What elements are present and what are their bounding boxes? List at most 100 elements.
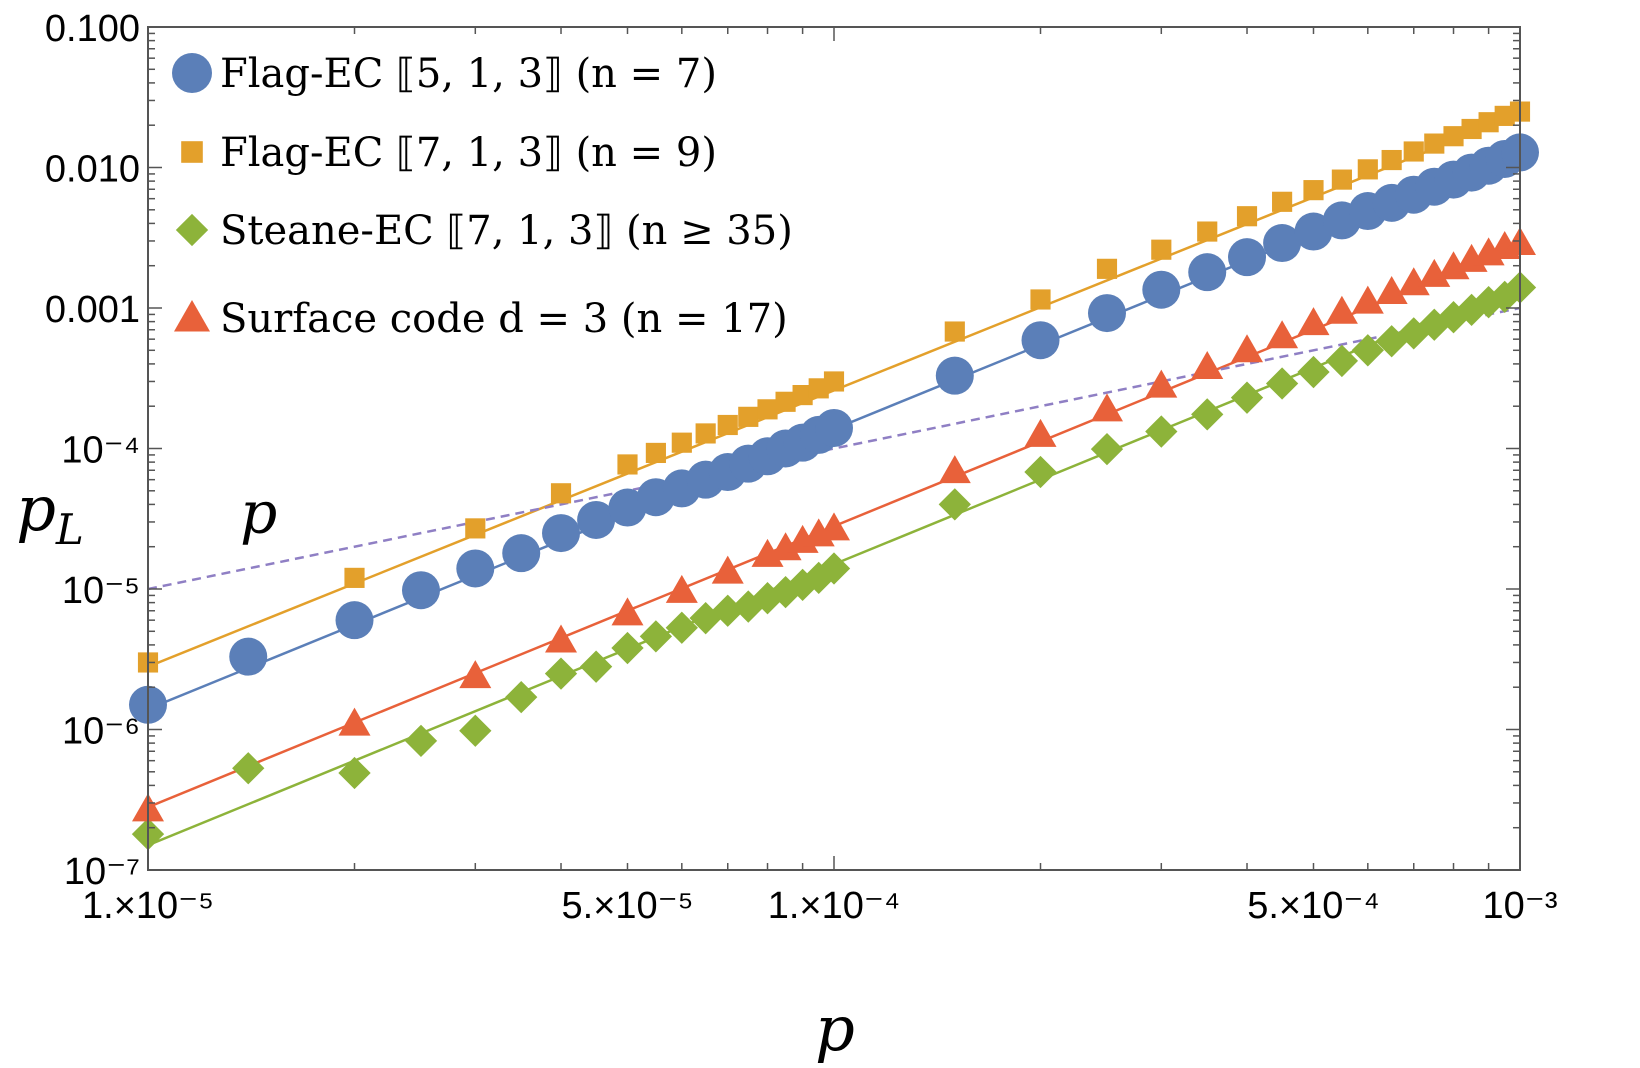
y-tick-label: 0.001 [45,289,140,331]
point-s3-30 [1375,325,1408,358]
point-s3-20 [938,488,971,521]
x-tick-label: 5.×10⁻⁴ [1247,885,1380,927]
point-s4-25 [1418,258,1451,287]
point-s2-3 [465,518,486,539]
point-s1-6 [502,534,541,573]
reference-line [148,306,1520,591]
point-s4-21 [1325,295,1358,324]
point-s3-8 [579,650,613,683]
point-s3-5 [459,714,492,747]
point-s3-7 [544,657,578,690]
point-s1-20 [935,356,974,395]
point-s3-4 [404,724,438,758]
point-s2-28 [1424,133,1445,154]
point-s2-27 [1403,141,1424,162]
point-s4-14 [1024,418,1057,447]
point-s3-19 [817,552,851,585]
legend-marker-3 [175,213,209,247]
annotation-p: p [240,479,277,547]
point-s3-29 [1351,334,1384,367]
point-s2-21 [1236,206,1258,227]
point-s2-30 [1461,118,1482,140]
point-s2-31 [1478,112,1499,133]
point-s3-27 [1297,355,1330,389]
point-s2-23 [1303,180,1324,201]
y-tick-label: 10⁻⁵ [62,570,140,612]
point-s2-17 [1030,289,1051,310]
point-s3-9 [611,631,644,665]
point-s4-7 [711,555,744,584]
point-s4-24 [1397,267,1430,296]
point-s1-26 [1263,224,1302,263]
point-s2-18 [1096,258,1118,279]
legend-label-2: Flag-EC ⟦7, 1, 3⟧ (n = 9) [220,130,717,176]
point-s3-28 [1325,344,1359,378]
point-s1-22 [1087,294,1126,333]
point-s2-16 [944,321,965,342]
point-s4-19 [1266,320,1299,349]
point-s1-19 [815,408,853,447]
plot-area [148,27,1520,870]
point-s3-26 [1265,367,1299,400]
data-markers [129,101,1539,851]
point-s2-24 [1331,169,1352,190]
y-tick-label: 0.100 [45,8,140,50]
point-s2-15 [823,371,845,392]
point-s3-11 [665,611,698,644]
point-s4-26 [1437,251,1470,280]
point-s2-14 [808,378,829,399]
point-s2-26 [1381,149,1402,171]
x-tick-label: 10⁻³ [1483,885,1558,927]
point-s3-3 [338,756,371,790]
legend-marker-2 [181,141,203,163]
point-s4-23 [1375,275,1408,304]
x-tick-label: 5.×10⁻⁵ [562,885,694,927]
point-s3-13 [711,594,744,627]
x-tick-label: 1.×10⁻⁵ [82,885,214,927]
point-s4-4 [545,624,578,653]
point-s1-25 [1228,238,1267,277]
y-axis-title: pL [16,472,84,554]
legend-marker-4 [174,300,210,332]
point-s1-2 [229,637,268,676]
point-s2-29 [1443,126,1464,147]
point-s3-22 [1090,432,1124,466]
point-s4-16 [1145,369,1178,398]
point-s2-32 [1494,105,1515,126]
reference-line-group [148,306,1520,591]
point-s2-13 [792,385,813,406]
legend-label-1: Flag-EC ⟦5, 1, 3⟧ (n = 7) [220,51,717,97]
point-s1-21 [1021,321,1060,360]
point-s4-22 [1351,285,1384,314]
axes: 1.×10⁻⁵ 5.×10⁻⁵ 1.×10⁻⁴ 5.×10⁻⁴ 10⁻³ 10⁻⁷ 10⁻⁶… [45,8,1558,927]
point-s4-20 [1297,307,1330,336]
x-axis-title: p [815,992,855,1065]
point-s1-3 [335,601,374,640]
point-s2-7 [671,432,692,453]
point-s4-9 [769,532,802,561]
point-s3-23 [1145,415,1178,448]
point-s2-9 [717,414,738,436]
plot-background [148,27,1520,870]
point-s2-6 [645,442,666,464]
point-s4-2 [338,707,371,736]
point-s2-10 [738,406,759,427]
point-s4-5 [611,597,644,626]
point-s4-12 [818,512,850,541]
x-tick-label: 1.×10⁻⁴ [768,885,901,927]
y-tick-label: 10⁻⁷ [64,851,140,893]
point-s4-18 [1231,334,1264,363]
point-s2-12 [775,391,796,412]
point-s4-6 [665,574,698,603]
point-s2-4 [550,483,572,504]
point-s2-25 [1357,159,1378,180]
point-s1-24 [1188,253,1227,292]
point-s3-25 [1230,381,1264,414]
point-s1-5 [456,549,495,588]
legend-label-3: Steane-EC ⟦7, 1, 3⟧ (n ≥ 35) [220,208,793,254]
point-s3-21 [1024,455,1057,489]
point-s2-19 [1151,239,1172,260]
point-s3-10 [639,620,673,653]
legend: Flag-EC ⟦5, 1, 3⟧ (n = 7) Flag-EC ⟦7, 1, … [172,51,793,342]
